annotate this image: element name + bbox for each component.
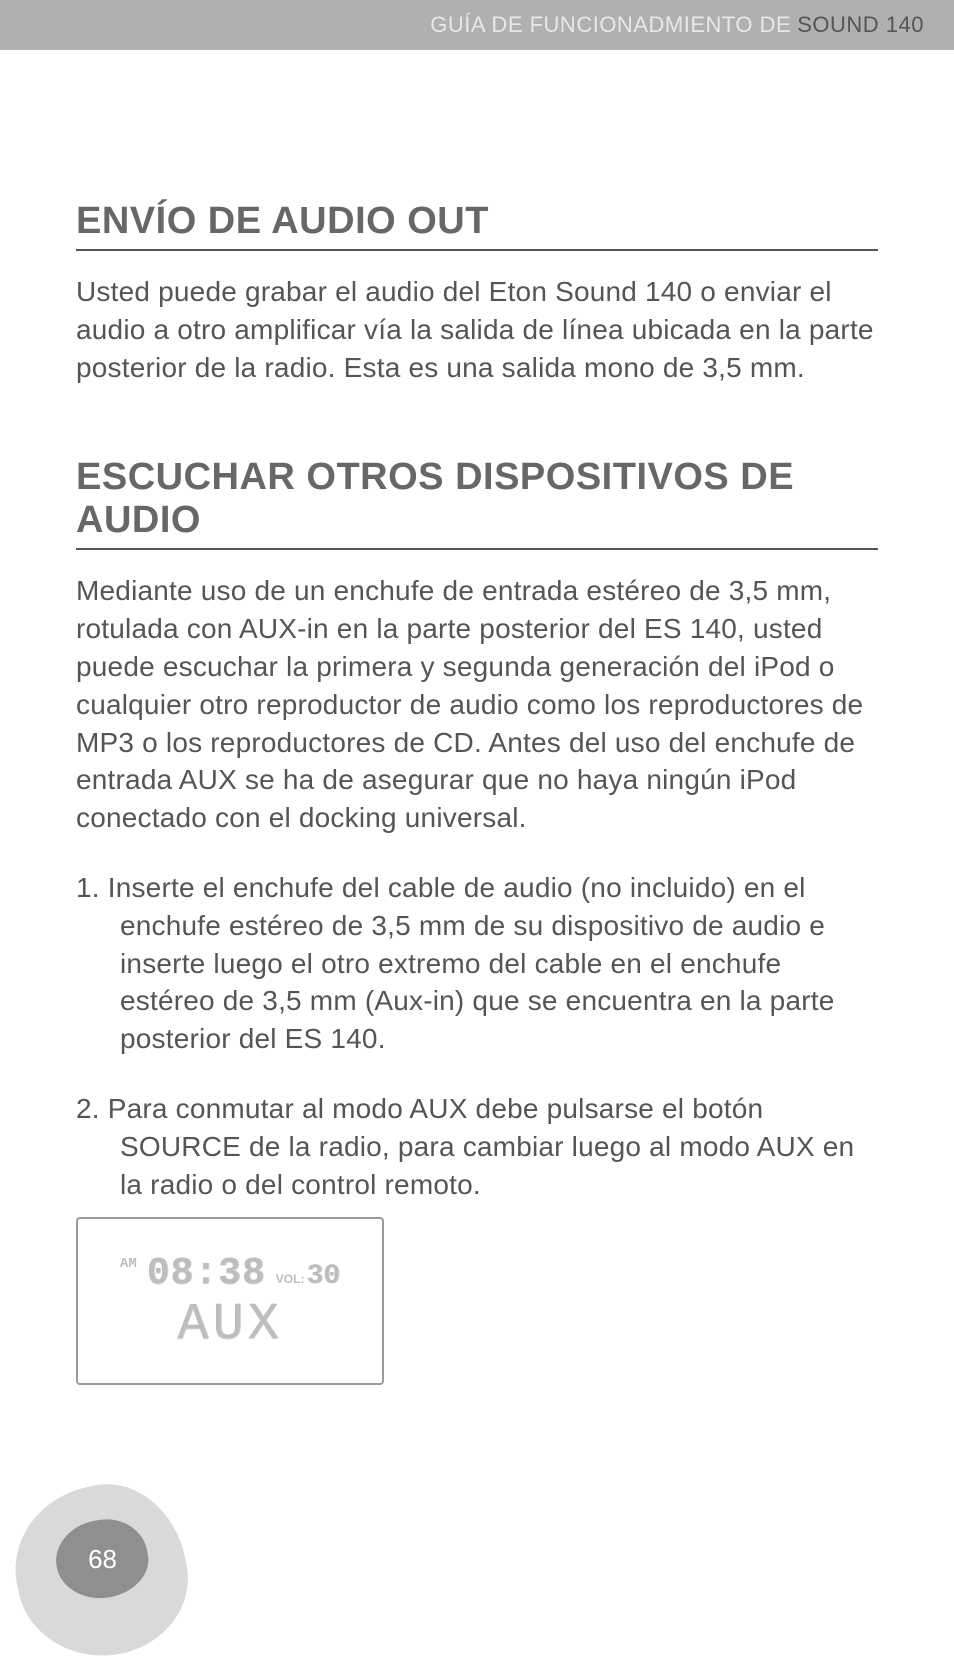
list-item: 1. Inserte el enchufe del cable de audio…: [76, 869, 878, 1058]
lcd-vol-label: VOL:: [276, 1272, 305, 1286]
header-suffix: SOUND 140: [797, 12, 924, 38]
page-number-ornament: 68: [16, 1486, 186, 1656]
section-intro-other-devices: Mediante uso de un enchufe de entrada es…: [76, 572, 878, 837]
lcd-am-indicator: AM: [120, 1256, 137, 1272]
document-page: GUÍA DE FUNCIONADMIENTO DE SOUND 140 ENV…: [0, 0, 954, 1636]
lcd-mode: AUX: [177, 1299, 283, 1351]
header-prefix: GUÍA DE FUNCIONADMIENTO DE: [430, 12, 791, 38]
lcd-vol-value: 30: [306, 1261, 340, 1292]
page-number: 68: [88, 1544, 117, 1575]
header-bar: GUÍA DE FUNCIONADMIENTO DE SOUND 140: [0, 0, 954, 50]
lcd-line-top: AM 08:38 VOL: 30: [120, 1252, 340, 1295]
list-item: 2. Para conmutar al modo AUX debe pulsar…: [76, 1090, 878, 1203]
lcd-display: AM 08:38 VOL: 30 AUX: [76, 1217, 384, 1385]
section-title-audio-out: ENVÍO DE AUDIO OUT: [76, 200, 878, 251]
lcd-volume: VOL: 30: [276, 1261, 340, 1292]
lcd-time: 08:38: [147, 1252, 266, 1295]
content-area: ENVÍO DE AUDIO OUT Usted puede grabar el…: [0, 50, 954, 1385]
section-body-audio-out: Usted puede grabar el audio del Eton Sou…: [76, 273, 878, 386]
section-title-other-devices: ESCUCHAR OTROS DISPOSITIVOS DE AUDIO: [76, 456, 878, 550]
